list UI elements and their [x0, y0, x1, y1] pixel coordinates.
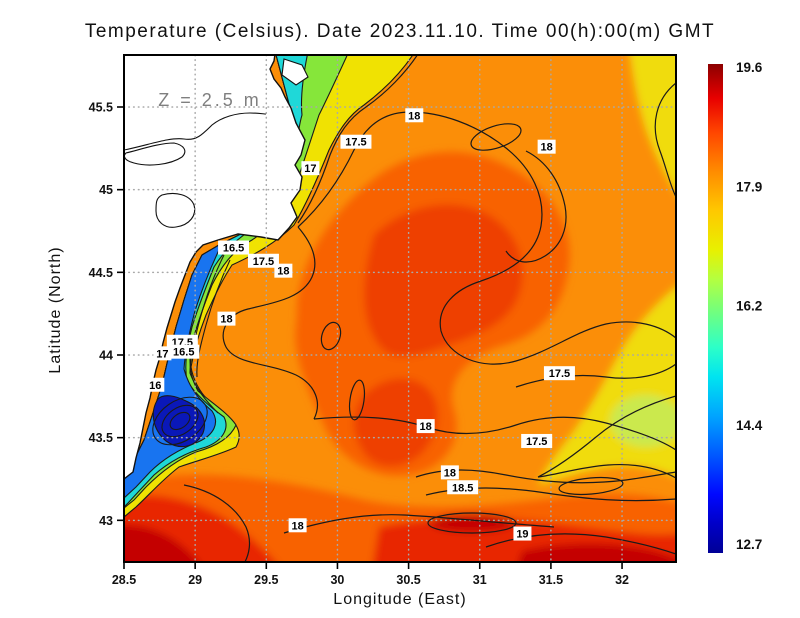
- plot-frame: [123, 54, 677, 563]
- x-tick-label: 28.5: [112, 573, 136, 587]
- contour-label-value: 18: [220, 314, 232, 326]
- contour-label-value: 18.5: [452, 482, 473, 494]
- contour-label-box: [217, 311, 236, 326]
- contour-label-box: [218, 240, 250, 255]
- contour-label: 18: [288, 518, 307, 533]
- contour-label-box: [513, 526, 532, 541]
- contour-label: 17: [153, 346, 172, 361]
- contour-label-value: 16: [149, 380, 161, 392]
- contour-label-value: 18: [291, 520, 303, 532]
- contour-label-value: 17.5: [526, 436, 547, 448]
- lagoon-outline: [124, 112, 267, 151]
- y-axis-title: Latitude (North): [47, 246, 64, 373]
- graticule-gridlines: [124, 55, 676, 562]
- contour-label-box: [168, 344, 200, 359]
- x-tick-label: 29: [188, 573, 202, 587]
- y-axis: 45.5 45 44.5 44 43.5 43: [89, 101, 124, 528]
- contour-label-box: [521, 433, 553, 448]
- coastal-lake: [155, 192, 196, 228]
- contour-label: 16.5: [168, 344, 200, 359]
- y-tick-label: 44: [99, 348, 113, 362]
- contour-label-box: [146, 377, 165, 392]
- contour-label-box: [153, 346, 172, 361]
- x-axis-title: Longitude (East): [333, 591, 466, 608]
- contour-label: 18: [537, 139, 556, 154]
- x-tick-label: 31.5: [539, 573, 563, 587]
- y-tick-label: 44.5: [89, 266, 113, 280]
- y-tick-label: 45: [99, 183, 113, 197]
- colorbar-labels: 19.6 17.9 16.2 14.4 12.7: [736, 60, 763, 552]
- contour-label-value: 17: [156, 348, 168, 360]
- colorbar-tick-label: 19.6: [736, 60, 763, 75]
- y-tick-label: 43.5: [89, 431, 113, 445]
- depth-annotation: Z = 2.5 m: [158, 90, 262, 110]
- contour-label-value: 17.5: [345, 137, 366, 149]
- contour-label: 16: [146, 377, 165, 392]
- contour-label: 17.5: [340, 134, 372, 149]
- contour-label: 18: [416, 419, 435, 434]
- x-tick-label: 32: [615, 573, 629, 587]
- contour-label: 18: [217, 311, 236, 326]
- delta-island: [281, 58, 309, 86]
- contour-label-box: [274, 263, 293, 278]
- chart-title: Temperature (Celsius). Date 2023.11.10. …: [85, 21, 715, 42]
- contour-label-value: 16.5: [223, 243, 244, 255]
- x-tick-label: 30: [330, 573, 344, 587]
- contour-label-value: 17.5: [253, 256, 274, 268]
- contour-label-box: [537, 139, 556, 154]
- y-tick-label: 43: [99, 514, 113, 528]
- contour-label-value: 18: [408, 110, 420, 122]
- contour-label-box: [416, 419, 435, 434]
- colorbar-tick-label: 12.7: [736, 537, 762, 552]
- contour-label: 17: [301, 161, 320, 176]
- contour-label: 18.5: [447, 480, 479, 495]
- colorbar-tick-label: 14.4: [736, 418, 763, 433]
- contour-label: 17.5: [521, 433, 553, 448]
- colorbar-tick-label: 17.9: [736, 179, 762, 194]
- contour-label-value: 17.5: [549, 368, 570, 380]
- contour-label: 17.5: [247, 253, 279, 268]
- contour-label-value: 16.5: [173, 347, 194, 359]
- land-coastline: [124, 55, 309, 480]
- lagoon-lake: [124, 142, 186, 166]
- contour-label-value: 18: [420, 421, 432, 433]
- contour-label-value: 18: [444, 467, 456, 479]
- contour-label-box: [288, 518, 307, 533]
- contour-label-box: [447, 480, 479, 495]
- contour-label: 17.5: [543, 366, 575, 381]
- y-tick-label: 45.5: [89, 101, 113, 115]
- x-tick-label: 30.5: [396, 573, 420, 587]
- contour-label: 19: [513, 526, 532, 541]
- contour-label: 18: [274, 263, 293, 278]
- contour-label-box: [405, 108, 424, 123]
- contour-lines: [183, 55, 676, 562]
- contour-label-box: [340, 134, 372, 149]
- contour-label-value: 17: [304, 163, 316, 175]
- contour-label-box: [543, 366, 575, 381]
- x-axis: 28.5 29 29.5 30 30.5 31 31.5 32: [112, 562, 629, 587]
- contour-label-value: 19: [516, 529, 528, 541]
- contour-label: 16.5: [218, 240, 250, 255]
- x-tick-label: 29.5: [254, 573, 278, 587]
- contour-label-box: [440, 465, 459, 480]
- contour-label: 18: [440, 465, 459, 480]
- colorbar-tick-label: 16.2: [736, 299, 762, 314]
- contour-label-value: 18: [541, 142, 553, 154]
- contour-label-box: [247, 253, 279, 268]
- contour-label-box: [301, 161, 320, 176]
- contour-label: 18: [405, 108, 424, 123]
- colorbar: [708, 64, 723, 553]
- contour-label-value: 18: [277, 266, 289, 278]
- x-tick-label: 31: [473, 573, 487, 587]
